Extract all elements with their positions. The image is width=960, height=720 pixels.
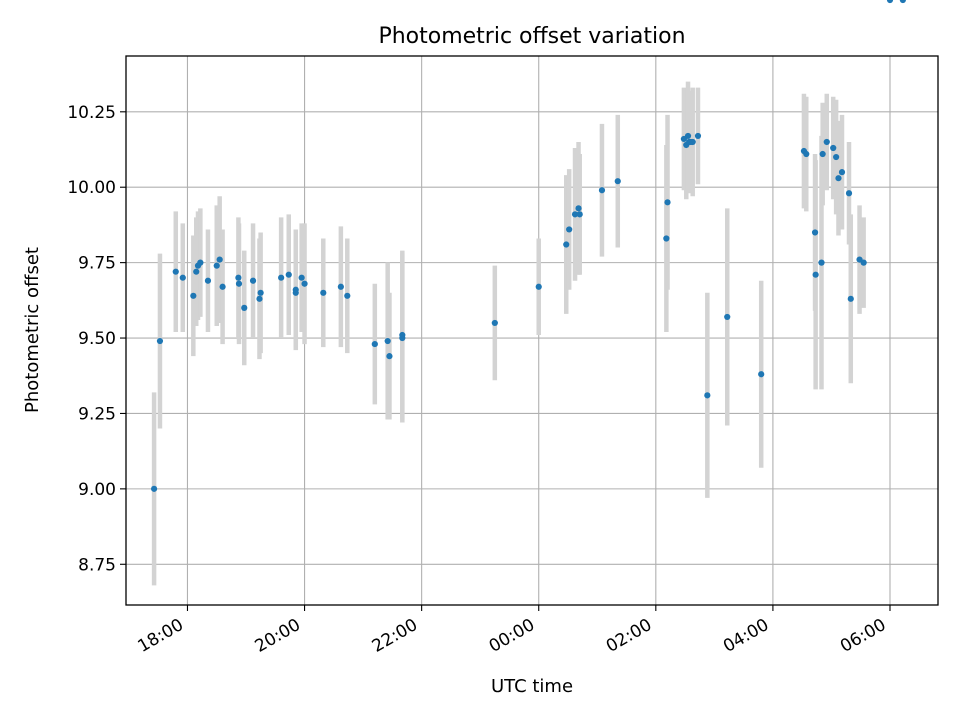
data-point [292,286,299,293]
data-point [535,283,542,290]
data-point [285,271,292,278]
data-point [899,0,906,4]
data-point [241,304,248,311]
data-point [172,268,179,275]
data-point [151,485,158,492]
chart-title: Photometric offset variation [378,24,685,49]
plot-frame [125,55,939,606]
data-point [575,205,582,212]
data-point [344,292,351,299]
y-tick-label: 10.00 [67,178,116,198]
data-point [256,295,263,302]
data-point [663,235,670,242]
data-point [860,259,867,266]
data-point [838,169,846,176]
x-axis-label: UTC time [491,676,573,697]
y-tick-label: 9.00 [78,480,116,500]
data-point [386,353,393,360]
data-point [811,229,819,236]
data-point [197,259,204,266]
data-point [576,211,583,218]
data-point [571,211,579,218]
y-axis-label: Photometric offset [22,247,43,413]
y-tick-label: 9.50 [78,329,116,349]
data-point [823,138,830,146]
data-point [235,274,242,281]
data-point [563,241,570,248]
data-point [835,175,842,182]
data-point [845,190,853,197]
data-point [204,277,212,284]
data-point [819,150,826,158]
data-point [491,319,498,327]
data-point [818,259,825,266]
data-point [216,256,223,263]
data-point [704,392,711,399]
data-point [257,289,264,296]
data-points [151,0,906,492]
data-point [301,280,308,287]
data-point [235,280,243,287]
data-point [384,337,391,345]
data-point [598,187,606,194]
data-point [190,292,197,299]
data-point [830,144,837,152]
y-tick-label: 9.25 [78,404,116,424]
data-point [566,226,573,233]
data-point [371,340,378,348]
data-point [193,268,200,275]
data-point [812,271,819,278]
data-point [219,283,226,290]
data-point [847,295,854,302]
y-tick-label: 8.75 [78,555,116,575]
data-point [249,277,257,284]
data-point [724,313,731,321]
data-point [664,199,671,206]
data-point [156,337,164,345]
data-point [298,274,305,281]
data-point [337,283,344,290]
data-point [886,0,894,4]
y-tick-label: 10.25 [67,103,116,123]
data-point [614,178,621,185]
data-point [320,289,327,296]
data-point [213,262,220,269]
data-point [758,371,765,378]
data-point [833,153,840,161]
data-point [689,138,696,146]
grid-lines [126,56,938,605]
data-point [684,132,692,140]
y-axis-ticks: 8.75 9.00 9.25 9.50 9.75 10.00 10.25 [67,103,126,575]
data-point [803,150,810,158]
data-point [694,132,702,140]
y-tick-label: 9.75 [78,254,116,274]
data-point [278,274,285,281]
data-point [399,331,406,339]
data-point [179,274,186,281]
